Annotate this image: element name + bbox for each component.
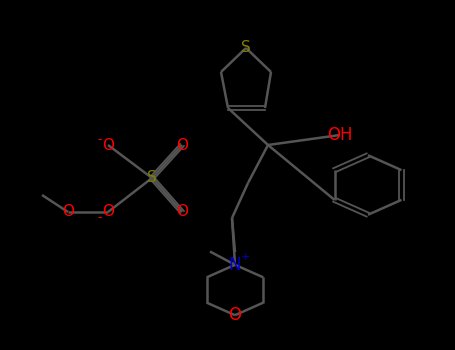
Text: O: O — [228, 306, 242, 324]
Text: S: S — [147, 170, 157, 186]
Text: O: O — [176, 204, 188, 219]
Text: O: O — [176, 138, 188, 153]
Text: N: N — [229, 256, 241, 274]
Text: O: O — [102, 204, 114, 219]
Text: S: S — [241, 41, 251, 56]
Text: O: O — [62, 204, 74, 219]
Text: +: + — [240, 252, 250, 262]
Text: -: - — [97, 133, 102, 146]
Text: -: - — [97, 211, 102, 224]
Text: O: O — [102, 138, 114, 153]
Text: OH: OH — [327, 126, 353, 144]
